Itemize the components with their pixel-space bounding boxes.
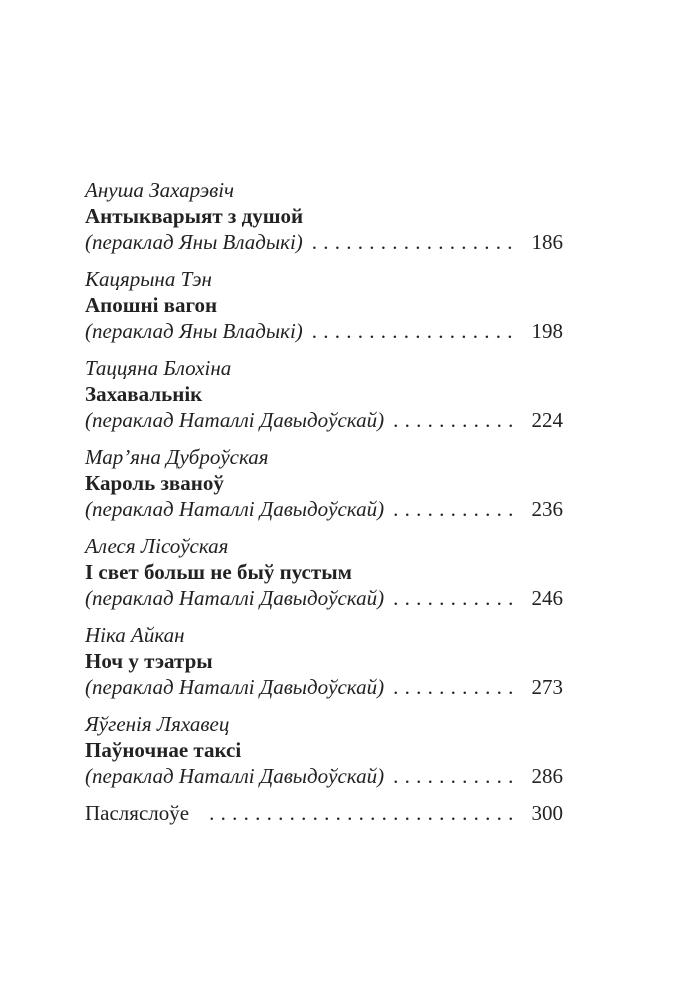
author-name: Кацярына Тэн: [85, 267, 212, 291]
dot-leader: . . . . . . . . . . . . . . . . . . . . …: [393, 764, 515, 788]
toc-entry: Алеся Лісоўская І свет больш не быў пуст…: [85, 533, 563, 611]
translator-credit: (пераклад Яны Владыкі): [85, 230, 303, 254]
toc-entry: Яўгенія Ляхавец Паўночнае таксі (перакла…: [85, 711, 563, 789]
translation-row: (пераклад Наталлі Давыдоўскай) . . . . .…: [85, 496, 563, 522]
afterword-row: Пасляслоўе . . . . . . . . . . . . . . .…: [85, 800, 563, 826]
page-number: 273: [531, 675, 564, 699]
translator-credit: (пераклад Наталлі Давыдоўскай): [85, 497, 385, 521]
translation-row: (пераклад Наталлі Давыдоўскай) . . . . .…: [85, 674, 563, 700]
dot-leader: . . . . . . . . . . . . . . . . . . . . …: [393, 675, 515, 699]
translator-credit: (пераклад Наталлі Давыдоўскай): [85, 764, 385, 788]
author-name: Ануша Захарэвіч: [85, 178, 235, 202]
toc-entry: Кацярына Тэн Апошні вагон (пераклад Яны …: [85, 266, 563, 344]
story-title: Паўночнае таксі: [85, 738, 242, 762]
page-number: 236: [531, 497, 564, 521]
dot-leader: . . . . . . . . . . . . . . . . . . . . …: [393, 408, 515, 432]
page-number: 286: [531, 764, 564, 788]
author-name: Ніка Айкан: [85, 623, 185, 647]
translation-row: (пераклад Наталлі Давыдоўскай) . . . . .…: [85, 585, 563, 611]
translator-credit: (пераклад Наталлі Давыдоўскай): [85, 675, 385, 699]
story-title: І свет больш не быў пустым: [85, 560, 352, 584]
dot-leader: . . . . . . . . . . . . . . . . . . . . …: [311, 230, 515, 254]
dot-leader: . . . . . . . . . . . . . . . . . . . . …: [209, 801, 515, 825]
dot-leader: . . . . . . . . . . . . . . . . . . . . …: [393, 586, 515, 610]
toc-entry: Ануша Захарэвіч Антыкварыят з душой (пер…: [85, 177, 563, 255]
author-name: Яўгенія Ляхавец: [85, 712, 230, 736]
toc-entry: Таццяна Блохіна Захавальнік (пераклад На…: [85, 355, 563, 433]
page-number: 300: [531, 801, 564, 825]
toc-entry: Мар’яна Дуброўская Кароль званоў (перакл…: [85, 444, 563, 522]
dot-leader: . . . . . . . . . . . . . . . . . . . . …: [311, 319, 515, 343]
translation-row: (пераклад Наталлі Давыдоўскай) . . . . .…: [85, 407, 563, 433]
table-of-contents: Ануша Захарэвіч Антыкварыят з душой (пер…: [85, 177, 563, 837]
page-number: 198: [531, 319, 564, 343]
story-title: Кароль званоў: [85, 471, 224, 495]
story-title: Антыкварыят з душой: [85, 204, 304, 228]
translator-credit: (пераклад Наталлі Давыдоўскай): [85, 408, 385, 432]
story-title: Ноч у тэатры: [85, 649, 213, 673]
author-name: Мар’яна Дуброўская: [85, 445, 269, 469]
page-number: 224: [531, 408, 564, 432]
toc-entry: Ніка Айкан Ноч у тэатры (пераклад Наталл…: [85, 622, 563, 700]
page-number: 186: [531, 230, 564, 254]
dot-leader: . . . . . . . . . . . . . . . . . . . . …: [393, 497, 515, 521]
story-title: Апошні вагон: [85, 293, 218, 317]
translation-row: (пераклад Яны Владыкі) . . . . . . . . .…: [85, 229, 563, 255]
translation-row: (пераклад Яны Владыкі) . . . . . . . . .…: [85, 318, 563, 344]
translation-row: (пераклад Наталлі Давыдоўскай) . . . . .…: [85, 763, 563, 789]
translator-credit: (пераклад Наталлі Давыдоўскай): [85, 586, 385, 610]
page-number: 246: [531, 586, 564, 610]
translator-credit: (пераклад Яны Владыкі): [85, 319, 303, 343]
story-title: Захавальнік: [85, 382, 203, 406]
author-name: Алеся Лісоўская: [85, 534, 229, 558]
afterword-label: Пасляслоўе: [85, 801, 190, 825]
author-name: Таццяна Блохіна: [85, 356, 232, 380]
toc-afterword: Пасляслоўе . . . . . . . . . . . . . . .…: [85, 800, 563, 826]
